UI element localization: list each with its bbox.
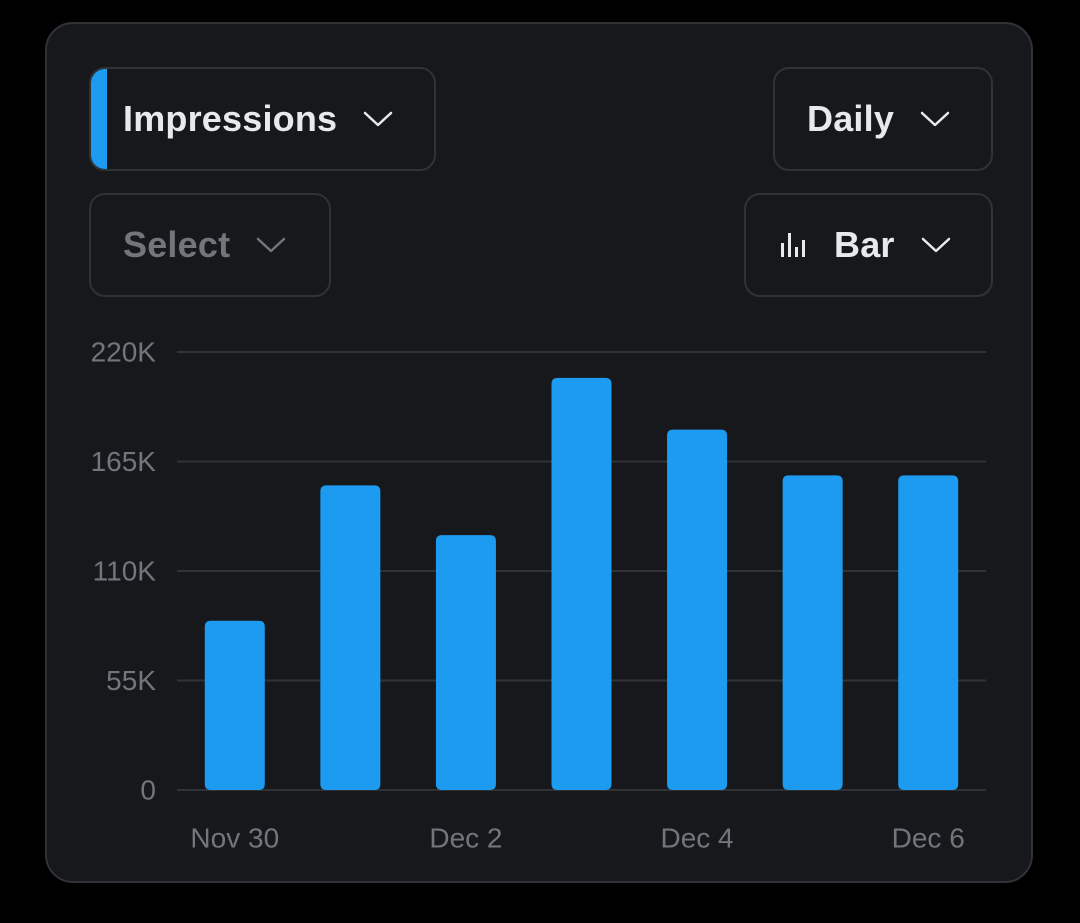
x-tick-label: Dec 4 <box>660 823 733 854</box>
bar-nov-30[interactable] <box>204 620 265 790</box>
x-tick-label: Dec 6 <box>892 823 965 854</box>
bar-dec-5[interactable] <box>782 475 843 790</box>
bar-dec-3[interactable] <box>551 377 612 790</box>
bar-dec-4[interactable] <box>667 429 728 790</box>
chart-type-dropdown-label: Bar <box>834 224 895 265</box>
y-tick-label: 55K <box>106 665 156 696</box>
chevron-down-icon <box>256 236 286 254</box>
bar-dec-6[interactable] <box>898 475 959 790</box>
period-dropdown[interactable]: Daily <box>773 67 993 171</box>
y-tick-label: 0 <box>140 775 156 806</box>
bar-dec-1[interactable] <box>320 485 381 790</box>
y-tick-label: 110K <box>93 556 157 587</box>
bar-dec-2[interactable] <box>435 535 496 790</box>
y-tick-label: 220K <box>91 337 157 368</box>
metric-dropdown-label: Impressions <box>123 98 338 139</box>
chart-bars <box>204 377 959 790</box>
compare-dropdown-label: Select <box>123 224 231 265</box>
compare-dropdown[interactable]: Select <box>89 193 331 297</box>
chevron-down-icon <box>921 236 951 254</box>
x-tick-label: Nov 30 <box>190 823 279 854</box>
chevron-down-icon <box>363 110 393 128</box>
bar-chart-icon <box>780 231 808 259</box>
x-tick-label: Dec 2 <box>429 823 502 854</box>
metric-dropdown[interactable]: Impressions <box>89 67 436 171</box>
period-dropdown-label: Daily <box>807 98 895 139</box>
y-axis: 0 55K 110K 165K 220K <box>91 337 157 806</box>
chart-type-dropdown[interactable]: Bar <box>744 193 993 297</box>
x-axis: Nov 30 Dec 2 Dec 4 Dec 6 <box>190 823 964 854</box>
chevron-down-icon <box>920 110 950 128</box>
y-tick-label: 165K <box>91 446 157 477</box>
metric-color-indicator <box>91 69 107 169</box>
